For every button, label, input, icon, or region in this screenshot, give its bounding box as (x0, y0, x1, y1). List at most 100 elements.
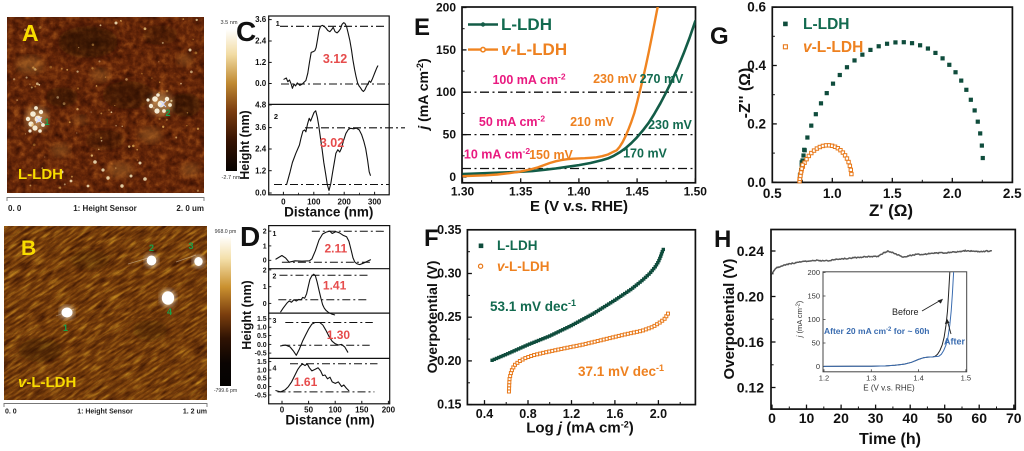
svg-text:v-L-LDH: v-L-LDH (803, 39, 863, 56)
svg-text:1.45: 1.45 (625, 185, 649, 199)
svg-text:1.30: 1.30 (327, 328, 351, 342)
svg-text:Time (h): Time (h) (859, 431, 921, 448)
svg-text:2: 2 (263, 267, 267, 274)
svg-text:37.1 mV dec-1: 37.1 mV dec-1 (578, 363, 664, 379)
svg-text:-2.7 nm: -2.7 nm (222, 175, 241, 181)
svg-text:1.2: 1.2 (563, 407, 580, 421)
svg-text:0.16: 0.16 (737, 334, 764, 350)
svg-text:0: 0 (281, 198, 286, 207)
svg-text:Height (nm): Height (nm) (240, 280, 254, 349)
svg-text:F: F (424, 225, 439, 252)
svg-text:0.8: 0.8 (519, 407, 536, 421)
svg-text:After 20 mA cm-2 for ~ 60h: After 20 mA cm-2 for ~ 60h (824, 326, 929, 336)
svg-text:1.2: 1.2 (255, 166, 267, 175)
svg-text:53.1 mV dec-1: 53.1 mV dec-1 (490, 298, 576, 314)
svg-text:50: 50 (937, 410, 953, 426)
svg-text:4: 4 (273, 365, 277, 372)
svg-text:4.8: 4.8 (255, 101, 267, 110)
svg-text:j (mA cm-2): j (mA cm-2) (415, 58, 431, 131)
svg-text:0.0: 0.0 (257, 342, 267, 349)
svg-text:230 mV: 230 mV (593, 72, 637, 86)
svg-text:0: 0 (816, 362, 820, 371)
svg-text:1.0: 1.0 (257, 325, 267, 332)
svg-text:1: Height Sensor: 1: Height Sensor (73, 204, 137, 213)
svg-text:150: 150 (355, 406, 369, 415)
svg-text:2.0: 2.0 (650, 407, 667, 421)
svg-text:3.6: 3.6 (255, 15, 267, 24)
svg-text:1.5: 1.5 (883, 186, 902, 201)
svg-text:v-L-LDH: v-L-LDH (18, 374, 76, 391)
svg-text:E (V v.s. RHE): E (V v.s. RHE) (530, 198, 628, 215)
svg-text:1.3: 1.3 (866, 374, 876, 383)
svg-text:100: 100 (307, 198, 321, 207)
svg-text:0.15: 0.15 (437, 398, 461, 412)
svg-text:1.30: 1.30 (451, 185, 475, 199)
svg-text:1: 1 (44, 117, 49, 127)
svg-text:0.0: 0.0 (747, 175, 766, 190)
svg-text:0. 0: 0. 0 (8, 204, 22, 213)
svg-text:968.0 pm: 968.0 pm (215, 229, 237, 235)
svg-text:300: 300 (368, 198, 382, 207)
svg-text:0: 0 (263, 301, 267, 308)
svg-text:D: D (240, 221, 260, 252)
svg-text:1.5: 1.5 (257, 359, 267, 366)
svg-text:0.30: 0.30 (437, 267, 461, 281)
svg-text:0.5: 0.5 (257, 333, 267, 340)
svg-text:v-L-LDH: v-L-LDH (501, 40, 567, 59)
svg-text:210 mV: 210 mV (570, 115, 614, 129)
svg-text:0: 0 (280, 406, 285, 415)
svg-text:1.2: 1.2 (819, 374, 829, 383)
svg-text:40: 40 (902, 410, 918, 426)
svg-text:0.0: 0.0 (257, 384, 267, 391)
svg-text:150: 150 (807, 292, 820, 301)
svg-text:1.5: 1.5 (257, 316, 267, 323)
svg-text:2.4: 2.4 (255, 37, 267, 46)
svg-text:1.0: 1.0 (257, 367, 267, 374)
svg-text:C: C (236, 16, 256, 47)
svg-text:0.35: 0.35 (437, 223, 461, 237)
svg-text:0.5: 0.5 (763, 186, 782, 201)
svg-text:2: 2 (274, 112, 278, 121)
svg-text:0.25: 0.25 (437, 310, 461, 324)
svg-text:50: 50 (443, 128, 457, 142)
svg-text:4: 4 (167, 307, 172, 317)
svg-text:200: 200 (807, 268, 820, 277)
svg-text:1.0: 1.0 (823, 186, 842, 201)
svg-text:Distance (nm): Distance (nm) (284, 205, 373, 220)
svg-text:Log j (mA cm-2): Log j (mA cm-2) (526, 420, 633, 437)
svg-text:B: B (21, 237, 36, 260)
svg-text:1.40: 1.40 (567, 185, 591, 199)
svg-text:30: 30 (868, 410, 884, 426)
svg-text:10 mA cm-2: 10 mA cm-2 (464, 146, 530, 162)
svg-text:1.41: 1.41 (323, 279, 347, 293)
svg-text:2: 2 (263, 229, 267, 236)
svg-text:2: 2 (149, 243, 154, 253)
svg-text:Height (nm): Height (nm) (238, 110, 252, 179)
svg-text:50: 50 (304, 406, 313, 415)
svg-text:200: 200 (436, 1, 456, 15)
svg-text:1.4: 1.4 (913, 374, 923, 383)
svg-text:E: E (414, 14, 430, 41)
svg-text:3.12: 3.12 (323, 52, 347, 66)
svg-text:50 mA cm-2: 50 mA cm-2 (479, 114, 545, 130)
svg-text:60: 60 (971, 410, 987, 426)
svg-text:1.50: 1.50 (684, 185, 708, 199)
svg-text:1.2: 1.2 (255, 58, 267, 67)
svg-text:1.6: 1.6 (606, 407, 623, 421)
svg-text:2.11: 2.11 (324, 242, 347, 256)
svg-text:10: 10 (799, 410, 815, 426)
svg-text:0.5: 0.5 (257, 376, 267, 383)
svg-text:2.5: 2.5 (1003, 186, 1022, 201)
svg-text:2.4: 2.4 (255, 145, 267, 154)
svg-text:170 mV: 170 mV (623, 147, 667, 161)
svg-text:L-LDH: L-LDH (501, 15, 552, 34)
svg-text:0.24: 0.24 (737, 243, 764, 259)
svg-text:0: 0 (768, 410, 776, 426)
svg-text:3.6: 3.6 (255, 123, 267, 132)
svg-text:0.12: 0.12 (737, 380, 764, 396)
svg-text:1. 2 um: 1. 2 um (183, 409, 207, 416)
svg-text:100: 100 (436, 85, 456, 99)
svg-text:200: 200 (382, 406, 396, 415)
svg-text:-0.5: -0.5 (255, 392, 267, 399)
svg-text:Distance (nm): Distance (nm) (285, 413, 374, 428)
